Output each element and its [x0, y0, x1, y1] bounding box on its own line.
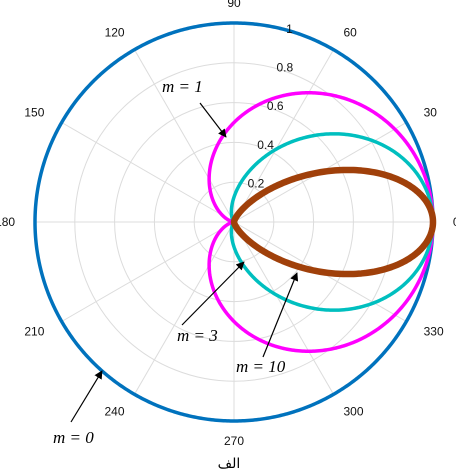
tick-labels: 0 30 60 90 120 150 180 210 240 270 300 330 0.2 0.4 0.6… — [0, 0, 456, 448]
angle-tick-180: 180 — [0, 215, 15, 229]
grid-spoke-210 — [61, 221, 235, 322]
annotation-m1: m = 1 — [162, 77, 203, 96]
angle-tick-240: 240 — [104, 405, 124, 419]
angle-tick-300: 300 — [344, 405, 364, 419]
radial-tick-0.2: 0.2 — [248, 176, 265, 190]
angle-tick-90: 90 — [227, 0, 241, 10]
annotations: m = 1 m = 3 m = 10 m = 0 — [53, 77, 299, 447]
figure-caption: الف — [218, 456, 241, 472]
grid-spoke-60 — [233, 49, 334, 223]
angle-tick-270: 270 — [224, 434, 244, 448]
grid-ring-4 — [74, 62, 394, 382]
series-m10-curve — [230, 166, 437, 278]
grid-ring-2 — [153, 141, 315, 303]
annotation-arrow-m0 — [70, 370, 103, 423]
grid-spoke-150 — [61, 122, 235, 223]
radial-tick-0.6: 0.6 — [267, 99, 284, 113]
annotation-arrow-m1 — [199, 102, 227, 138]
grid-spoke-120 — [134, 49, 235, 223]
annotation-m10: m = 10 — [236, 357, 286, 376]
radial-tick-1: 1 — [286, 22, 293, 36]
angle-tick-30: 30 — [424, 106, 438, 120]
grid-spoke-300 — [233, 221, 334, 395]
angle-tick-120: 120 — [105, 25, 125, 39]
series-m0-curve — [33, 21, 435, 423]
annotation-arrow-m3 — [181, 261, 245, 326]
angle-tick-150: 150 — [24, 106, 44, 120]
polar-grid — [35, 23, 433, 421]
annotation-m0: m = 0 — [53, 428, 94, 447]
angle-tick-210: 210 — [24, 325, 44, 339]
angle-tick-60: 60 — [344, 25, 358, 39]
radial-tick-0.4: 0.4 — [257, 138, 274, 152]
grid-spoke-240 — [134, 221, 235, 395]
grid-ring-1 — [193, 181, 275, 263]
angle-tick-330: 330 — [424, 325, 444, 339]
curves — [33, 21, 437, 423]
grid-ring-3 — [114, 102, 354, 342]
angle-tick-0: 0 — [453, 215, 456, 229]
annotation-arrow-m10 — [262, 272, 299, 358]
annotation-m3: m = 3 — [177, 326, 218, 345]
radial-tick-0.8: 0.8 — [277, 61, 294, 75]
